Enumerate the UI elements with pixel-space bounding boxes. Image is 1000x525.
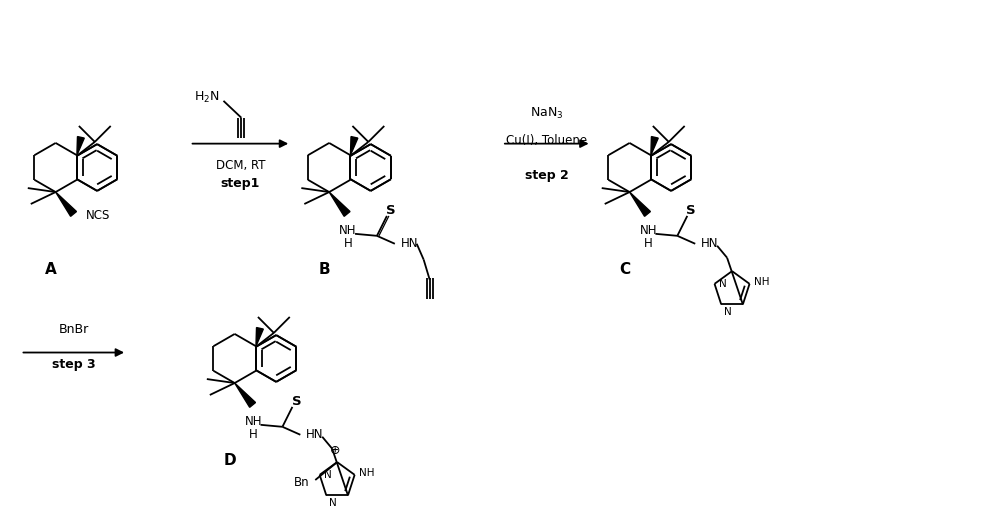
Text: NaN$_3$: NaN$_3$ <box>530 106 563 121</box>
Text: N: N <box>724 308 732 318</box>
Text: C: C <box>619 262 630 277</box>
Text: Bn: Bn <box>294 476 309 488</box>
Text: S: S <box>386 204 396 217</box>
Text: NH: NH <box>359 468 374 478</box>
Polygon shape <box>350 136 358 155</box>
Text: S: S <box>686 204 696 217</box>
Text: HN: HN <box>401 237 418 250</box>
Text: BnBr: BnBr <box>59 323 89 336</box>
Polygon shape <box>256 328 263 346</box>
Text: NCS: NCS <box>85 209 110 223</box>
Polygon shape <box>77 136 84 155</box>
Text: H: H <box>344 237 352 250</box>
Text: H: H <box>644 237 653 250</box>
Text: NH: NH <box>339 224 357 237</box>
Text: HN: HN <box>701 237 719 250</box>
Text: N: N <box>324 470 331 480</box>
Text: ⊕: ⊕ <box>330 444 340 457</box>
Text: NH: NH <box>754 277 769 287</box>
Polygon shape <box>56 192 76 216</box>
Text: A: A <box>45 262 57 277</box>
Text: NH: NH <box>640 224 657 237</box>
Text: N: N <box>719 279 726 289</box>
Text: step 2: step 2 <box>525 169 569 182</box>
Text: H$_2$N: H$_2$N <box>194 90 219 106</box>
Polygon shape <box>235 383 256 407</box>
Text: B: B <box>318 262 330 277</box>
Text: D: D <box>223 454 236 468</box>
Polygon shape <box>329 192 350 216</box>
Polygon shape <box>630 192 650 216</box>
Text: DCM, RT: DCM, RT <box>216 159 265 172</box>
Text: H: H <box>249 428 258 441</box>
Text: step1: step1 <box>221 177 260 190</box>
Polygon shape <box>651 136 658 155</box>
Text: HN: HN <box>306 428 324 441</box>
Text: step 3: step 3 <box>52 358 96 371</box>
Text: Cu(I), Toluene: Cu(I), Toluene <box>506 134 587 147</box>
Text: N: N <box>329 498 337 508</box>
Text: NH: NH <box>245 415 262 428</box>
Text: S: S <box>292 395 301 408</box>
